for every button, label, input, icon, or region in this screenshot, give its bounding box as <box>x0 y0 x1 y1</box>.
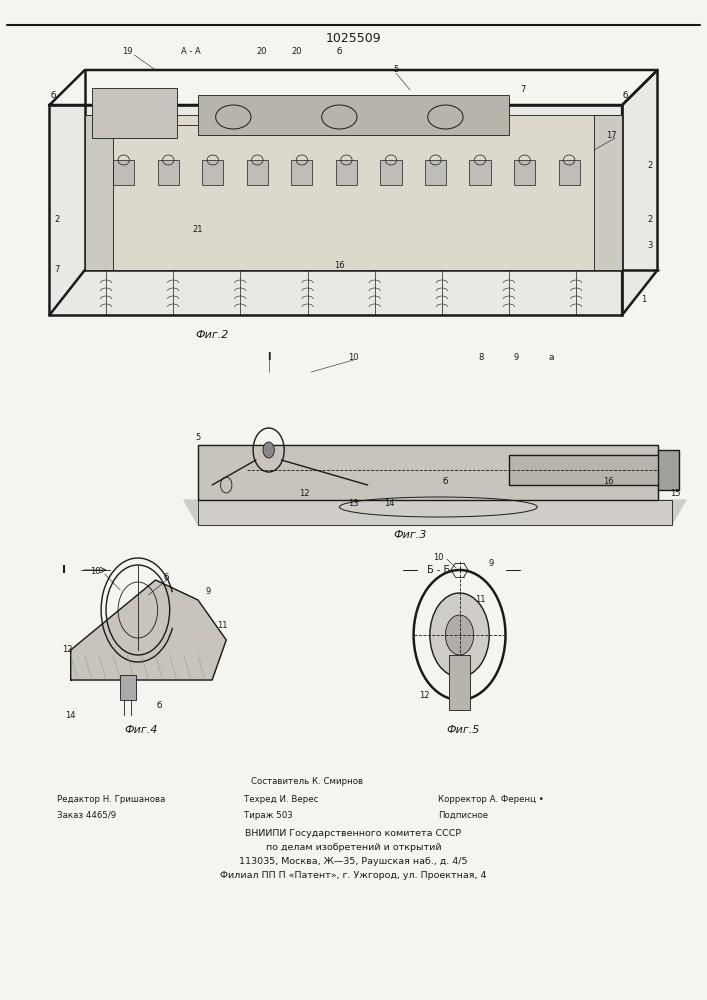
Text: 19: 19 <box>122 47 132 56</box>
Text: 13: 13 <box>348 498 359 508</box>
Text: 5: 5 <box>195 434 201 442</box>
Text: 17: 17 <box>606 130 617 139</box>
Bar <box>449 655 470 710</box>
Text: 15: 15 <box>670 488 680 497</box>
Polygon shape <box>198 445 658 500</box>
Polygon shape <box>184 500 686 525</box>
Bar <box>120 675 136 700</box>
Text: 20: 20 <box>292 47 302 56</box>
Text: А - А: А - А <box>181 47 201 56</box>
Text: Редактор Н. Гришанова: Редактор Н. Гришанова <box>57 796 165 804</box>
Polygon shape <box>509 455 672 485</box>
Bar <box>509 455 672 485</box>
Ellipse shape <box>263 442 274 458</box>
Text: 2: 2 <box>648 160 653 169</box>
Text: б: б <box>163 572 169 582</box>
Text: 2: 2 <box>648 216 653 225</box>
Bar <box>658 450 679 490</box>
Text: Филиал ПП П «Патент», г. Ужгород, ул. Проектная, 4: Филиал ПП П «Патент», г. Ужгород, ул. Пр… <box>221 871 486 880</box>
Text: 12: 12 <box>299 489 309 498</box>
Bar <box>514 160 535 185</box>
Text: 14: 14 <box>66 710 76 720</box>
Text: 12: 12 <box>62 646 72 654</box>
Text: Составитель К. Смирнов: Составитель К. Смирнов <box>251 778 363 786</box>
Bar <box>594 115 622 270</box>
Text: б: б <box>337 47 342 56</box>
Text: 3: 3 <box>648 240 653 249</box>
Bar <box>559 160 580 185</box>
Bar <box>198 445 658 500</box>
Bar <box>469 160 491 185</box>
Ellipse shape <box>445 615 474 655</box>
Text: 8: 8 <box>478 353 484 361</box>
Bar <box>198 500 672 525</box>
Text: Техред И. Верес: Техред И. Верес <box>244 796 318 804</box>
Text: ВНИИПИ Государственного комитета СССР: ВНИИПИ Государственного комитета СССР <box>245 830 462 838</box>
Bar <box>85 115 622 270</box>
Text: Фиг.4: Фиг.4 <box>124 725 158 735</box>
Bar <box>336 160 357 185</box>
Bar <box>380 160 402 185</box>
Text: 12: 12 <box>419 690 429 700</box>
Text: б: б <box>443 477 448 486</box>
Text: б: б <box>623 91 629 100</box>
Text: 14: 14 <box>384 498 394 508</box>
Text: Фиг.3: Фиг.3 <box>393 530 427 540</box>
Text: 7: 7 <box>520 86 526 95</box>
Text: 9: 9 <box>489 558 494 568</box>
Text: Фиг.2: Фиг.2 <box>195 330 229 340</box>
Text: 11: 11 <box>476 595 486 604</box>
Bar <box>202 160 223 185</box>
Bar <box>291 160 312 185</box>
Text: Фиг.5: Фиг.5 <box>446 725 480 735</box>
Text: 11: 11 <box>218 620 228 630</box>
Text: по делам изобретений и открытий: по делам изобретений и открытий <box>266 844 441 852</box>
Bar <box>85 115 113 270</box>
Text: 9: 9 <box>206 587 211 596</box>
Text: 16: 16 <box>334 260 345 269</box>
Text: Тираж 503: Тираж 503 <box>244 810 293 820</box>
Bar <box>425 160 446 185</box>
Text: 10: 10 <box>90 568 100 576</box>
Text: 10: 10 <box>433 552 443 562</box>
Text: 20: 20 <box>257 47 267 56</box>
Text: Подписное: Подписное <box>438 810 489 820</box>
Text: 1025509: 1025509 <box>326 31 381 44</box>
Bar <box>247 160 268 185</box>
Text: I: I <box>267 352 270 362</box>
Text: I: I <box>62 565 66 575</box>
Text: б: б <box>50 91 56 100</box>
Bar <box>158 160 179 185</box>
Text: 7: 7 <box>54 265 59 274</box>
Text: 21: 21 <box>193 226 203 234</box>
Text: 10: 10 <box>349 353 358 361</box>
Bar <box>92 88 177 138</box>
Text: Заказ 4465/9: Заказ 4465/9 <box>57 810 116 820</box>
Ellipse shape <box>430 593 489 677</box>
Text: а: а <box>549 353 554 361</box>
Text: 16: 16 <box>602 477 614 486</box>
Text: 9: 9 <box>513 353 519 361</box>
Text: Корректор А. Ференц •: Корректор А. Ференц • <box>438 796 544 804</box>
Text: 2: 2 <box>54 216 59 225</box>
Polygon shape <box>71 580 226 680</box>
Text: 113035, Москва, Ж—35, Раушская наб., д. 4/5: 113035, Москва, Ж—35, Раушская наб., д. … <box>239 857 468 866</box>
Text: 1: 1 <box>641 296 646 304</box>
Bar <box>113 160 134 185</box>
Polygon shape <box>49 70 658 315</box>
Bar <box>198 95 509 135</box>
Bar <box>49 105 622 315</box>
Text: Б - Б: Б - Б <box>427 565 450 575</box>
Text: б: б <box>156 700 162 710</box>
Text: 5: 5 <box>393 66 399 75</box>
